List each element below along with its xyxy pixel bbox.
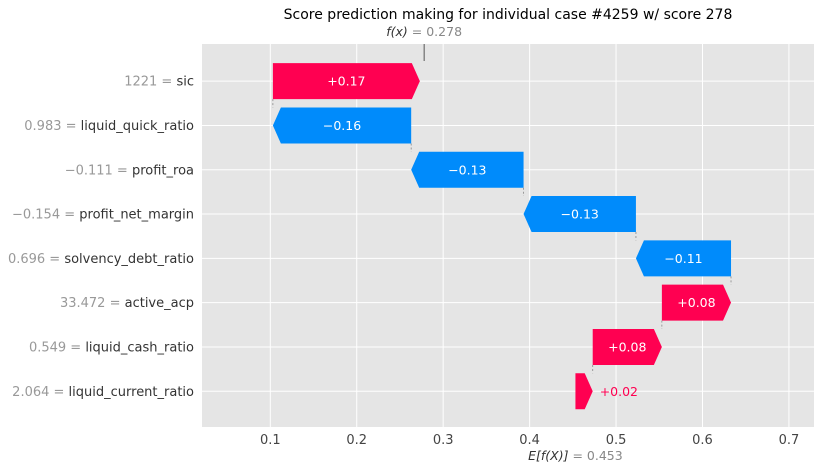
bar-label-profit_roa: −0.13 (448, 162, 486, 177)
bar-sic (272, 63, 420, 100)
y-label-profit_roa: −0.111 = profit_roa (65, 163, 194, 178)
y-label-liquid_current_ratio: 2.064 = liquid_current_ratio (12, 385, 194, 400)
y-label-sic: 1221 = sic (124, 75, 194, 90)
x-tick-label: 0.5 (606, 433, 627, 448)
chart-title: Score prediction making for individual c… (284, 7, 733, 23)
bar-label-liquid_cash_ratio: +0.08 (608, 339, 646, 354)
bar-active_acp (661, 284, 732, 321)
efx-annotation: E[f(X)] = 0.453 (528, 448, 623, 463)
bar-liquid_quick_ratio (272, 107, 412, 144)
x-tick-label: 0.6 (692, 433, 713, 448)
plot-background (202, 44, 814, 427)
bar-label-liquid_quick_ratio: −0.16 (323, 118, 361, 133)
fx-annotation: f(x) = 0.278 (386, 24, 462, 39)
x-tick-label: 0.7 (779, 433, 800, 448)
y-label-profit_net_margin: −0.154 = profit_net_margin (12, 208, 194, 223)
bar-profit_net_margin (523, 196, 636, 233)
y-label-active_acp: 33.472 = active_acp (60, 296, 194, 311)
y-label-liquid_quick_ratio: 0.983 = liquid_quick_ratio (24, 119, 194, 134)
bar-label-solvency_debt_ratio: −0.11 (664, 251, 702, 266)
y-label-liquid_cash_ratio: 0.549 = liquid_cash_ratio (29, 340, 194, 355)
bar-label-active_acp: +0.08 (677, 295, 715, 310)
bar-label-liquid_current_ratio: +0.02 (600, 384, 638, 399)
bar-profit_roa (411, 151, 524, 188)
bar-liquid_cash_ratio (592, 328, 662, 365)
bar-solvency_debt_ratio (635, 240, 732, 277)
x-tick-label: 0.4 (519, 433, 540, 448)
x-tick-label: 0.2 (346, 433, 367, 448)
bar-label-sic: +0.17 (327, 74, 365, 89)
bar-label-profit_net_margin: −0.13 (561, 207, 599, 222)
bar-liquid_current_ratio (575, 373, 593, 410)
x-tick-label: 0.1 (260, 433, 281, 448)
y-label-solvency_debt_ratio: 0.696 = solvency_debt_ratio (8, 252, 194, 267)
x-tick-label: 0.3 (433, 433, 454, 448)
